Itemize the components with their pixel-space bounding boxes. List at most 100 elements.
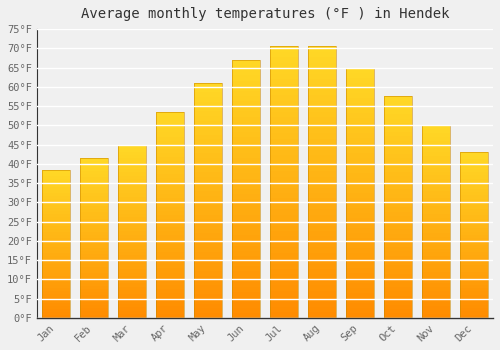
Bar	[308, 291, 336, 296]
Bar	[308, 198, 336, 204]
Bar	[384, 167, 411, 172]
Bar	[42, 294, 70, 297]
Bar	[308, 269, 336, 274]
Bar	[118, 235, 146, 238]
Bar	[194, 205, 222, 210]
Bar	[270, 220, 297, 225]
Bar	[194, 304, 222, 308]
Bar	[194, 280, 222, 285]
Bar	[460, 169, 487, 172]
Bar	[232, 153, 260, 158]
Bar	[308, 112, 336, 117]
Bar	[80, 219, 108, 222]
Bar	[346, 258, 374, 263]
Bar	[346, 293, 374, 298]
Bar	[194, 266, 222, 271]
Bar	[346, 233, 374, 238]
Bar	[194, 182, 222, 186]
Bar	[346, 273, 374, 278]
Bar	[42, 256, 70, 259]
Bar	[460, 275, 487, 278]
Bar	[232, 220, 260, 225]
Bar	[384, 296, 411, 300]
Bar	[270, 106, 297, 112]
Bar	[308, 128, 336, 133]
Bar	[422, 248, 450, 252]
Bar	[308, 133, 336, 139]
Bar	[194, 116, 222, 120]
Bar	[80, 171, 108, 174]
Bar	[346, 208, 374, 213]
Bar	[270, 112, 297, 117]
Bar	[232, 132, 260, 137]
Bar	[42, 214, 70, 217]
Bar	[422, 256, 450, 260]
Bar	[460, 295, 487, 298]
Bar	[194, 294, 222, 299]
Bar	[194, 285, 222, 290]
Bar	[118, 280, 146, 283]
Bar	[460, 285, 487, 288]
Bar	[80, 164, 108, 168]
Bar	[80, 177, 108, 181]
Bar	[80, 222, 108, 225]
Bar	[460, 304, 487, 308]
Bar	[80, 276, 108, 280]
Bar	[422, 210, 450, 214]
Bar	[308, 204, 336, 209]
Bar	[346, 178, 374, 183]
Bar	[42, 229, 70, 232]
Bar	[80, 212, 108, 216]
Bar	[384, 181, 411, 185]
Bar	[80, 312, 108, 315]
Bar	[156, 236, 184, 240]
Bar	[118, 190, 146, 193]
Bar	[42, 187, 70, 190]
Bar	[156, 124, 184, 128]
Bar	[194, 153, 222, 158]
Bar	[460, 242, 487, 245]
Bar	[156, 206, 184, 211]
Bar	[384, 194, 411, 198]
Bar	[156, 240, 184, 244]
Bar	[80, 216, 108, 219]
Bar	[42, 273, 70, 276]
Bar	[42, 267, 70, 271]
Bar	[80, 308, 108, 312]
Bar	[80, 292, 108, 295]
Bar	[232, 60, 260, 65]
Bar	[156, 161, 184, 166]
Bar	[80, 247, 108, 251]
Bar	[346, 98, 374, 103]
Bar	[42, 312, 70, 315]
Bar	[308, 253, 336, 258]
Bar	[80, 257, 108, 260]
Bar	[194, 257, 222, 261]
Bar	[346, 218, 374, 223]
Bar	[80, 190, 108, 193]
Bar	[460, 186, 487, 189]
Bar	[80, 209, 108, 212]
Bar	[422, 314, 450, 318]
Bar	[156, 231, 184, 236]
Bar	[308, 242, 336, 247]
Bar	[232, 137, 260, 142]
Bar	[308, 79, 336, 84]
Bar	[156, 264, 184, 268]
Bar	[422, 160, 450, 164]
Bar	[232, 194, 260, 199]
Bar	[194, 308, 222, 313]
Bar	[384, 189, 411, 194]
Bar	[42, 176, 70, 178]
Bar	[232, 276, 260, 282]
Bar	[460, 212, 487, 215]
Bar	[118, 273, 146, 276]
Bar	[118, 193, 146, 197]
Bar	[156, 219, 184, 223]
Bar	[460, 199, 487, 202]
Bar	[42, 297, 70, 300]
Bar	[384, 203, 411, 207]
Bar	[270, 122, 297, 128]
Bar	[118, 197, 146, 200]
Bar	[232, 168, 260, 173]
